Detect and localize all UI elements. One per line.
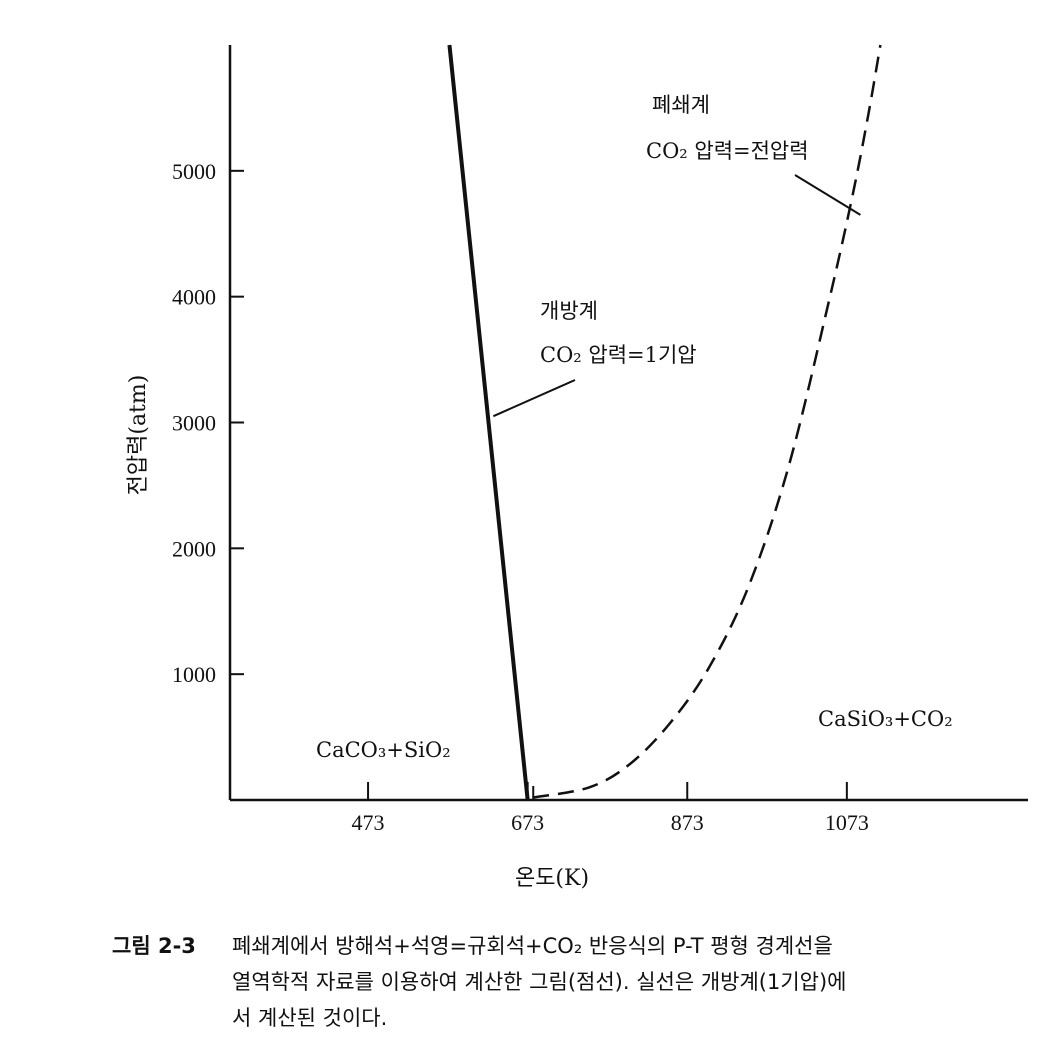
caption-line-3: 서 계산된 것이다. (232, 1006, 388, 1030)
caption-line-2: 열역학적 자료를 이용하여 계산한 그림(점선). 실선은 개방계(1기압)에 (232, 970, 847, 994)
x-axis-title: 온도(K) (515, 866, 589, 891)
reactants-region-label: CaCO₃+SiO₂ (316, 738, 451, 762)
figure-caption: 그림 2-3 폐쇄계에서 방해석+석영=규회석+CO₂ 반응식의 P-T 평형 경… (112, 928, 1032, 1036)
y-axis-title: 전압력(atm) (126, 375, 151, 496)
open-system-line (447, 44, 530, 801)
products-region-label: CaSiO₃+CO₂ (818, 707, 953, 731)
phase-diagram: 1000 2000 3000 4000 5000 473 673 873 1073 개방계 C… (126, 44, 1028, 891)
closed-system-label: 폐쇄계 (652, 93, 710, 117)
x-tick-label: 673 (511, 810, 544, 835)
closed-system-pointer (794, 174, 861, 216)
open-system-label: 개방계 (540, 299, 598, 323)
y-tick-label: 4000 (172, 285, 216, 310)
x-tick-label: 873 (671, 810, 704, 835)
open-system-pressure-label: CO₂ 압력=1기압 (540, 343, 697, 367)
x-tick-label: 473 (352, 810, 385, 835)
y-tick-label: 1000 (172, 662, 216, 687)
closed-system-pressure-label: CO₂ 압력=전압력 (646, 139, 809, 163)
y-tick-label: 2000 (172, 536, 216, 561)
y-tick-label: 5000 (172, 159, 216, 184)
closed-system-curve (533, 44, 882, 799)
x-tick-label: 1073 (825, 810, 869, 835)
caption-line-1: 폐쇄계에서 방해석+석영=규회석+CO₂ 반응식의 P-T 평형 경계선을 (232, 934, 833, 958)
y-tick-label: 3000 (172, 411, 216, 436)
open-system-pointer (492, 379, 576, 418)
figure-number: 그림 2-3 (112, 934, 196, 958)
